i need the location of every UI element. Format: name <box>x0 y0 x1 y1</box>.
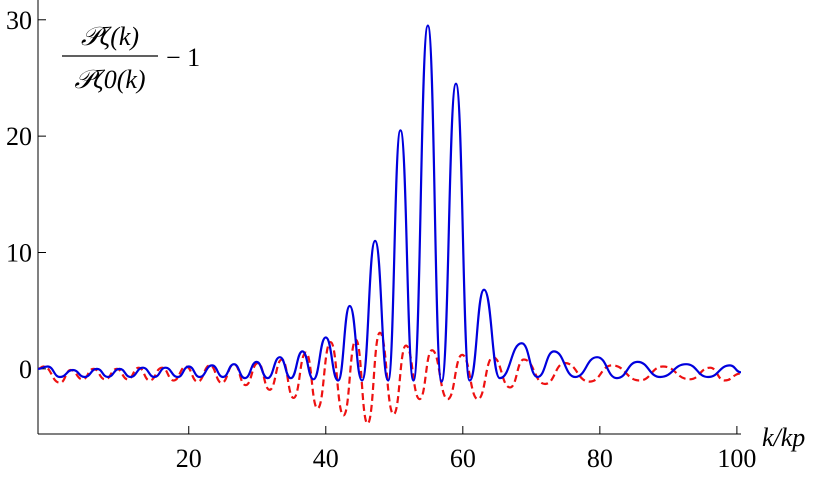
y-tick-label: 20 <box>6 122 32 151</box>
x-tick-label: 80 <box>587 444 613 473</box>
x-tick-label: 60 <box>450 444 476 473</box>
series-line <box>37 331 742 425</box>
y-tick-label: 30 <box>6 6 32 35</box>
y-label-suffix: − 1 <box>166 43 200 72</box>
x-tick-label: 20 <box>176 444 202 473</box>
x-label: k/kp <box>762 423 805 452</box>
series-line <box>37 24 742 383</box>
x-tick-label: 100 <box>717 444 756 473</box>
y-tick-label: 0 <box>19 355 32 384</box>
x-tick-label: 40 <box>313 444 339 473</box>
y-label-numerator: 𝒫ζ(k) <box>81 22 139 51</box>
y-tick-label: 10 <box>6 238 32 267</box>
y-label-denominator: 𝒫ζ0(k) <box>74 65 145 94</box>
